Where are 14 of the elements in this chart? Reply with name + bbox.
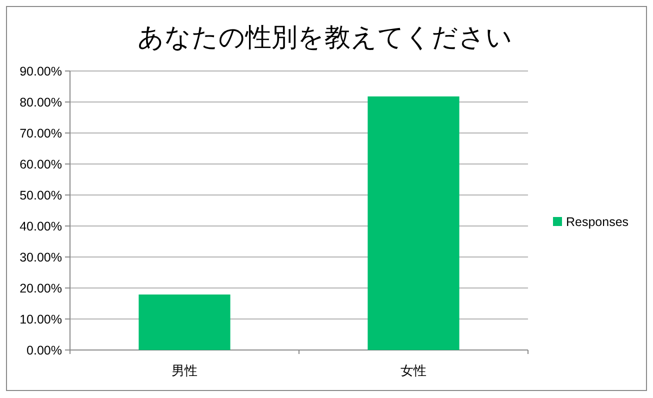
y-tick-label: 80.00% xyxy=(20,96,62,110)
y-tick-label: 30.00% xyxy=(20,250,62,264)
x-tick-label: 女性 xyxy=(400,363,426,378)
y-tick-label: 0.00% xyxy=(26,344,62,358)
y-tick-label: 50.00% xyxy=(20,188,62,202)
y-tick-label: 20.00% xyxy=(20,282,62,296)
y-tick-label: 10.00% xyxy=(20,312,62,326)
chart-title: あなたの性別を教えてください xyxy=(138,22,512,52)
y-tick-label: 90.00% xyxy=(20,64,62,78)
legend-label: Responses xyxy=(566,215,629,229)
y-tick-label: 40.00% xyxy=(20,220,62,234)
y-tick-label: 60.00% xyxy=(20,158,62,172)
y-tick-label: 70.00% xyxy=(20,126,62,140)
x-tick-label: 男性 xyxy=(172,363,198,378)
